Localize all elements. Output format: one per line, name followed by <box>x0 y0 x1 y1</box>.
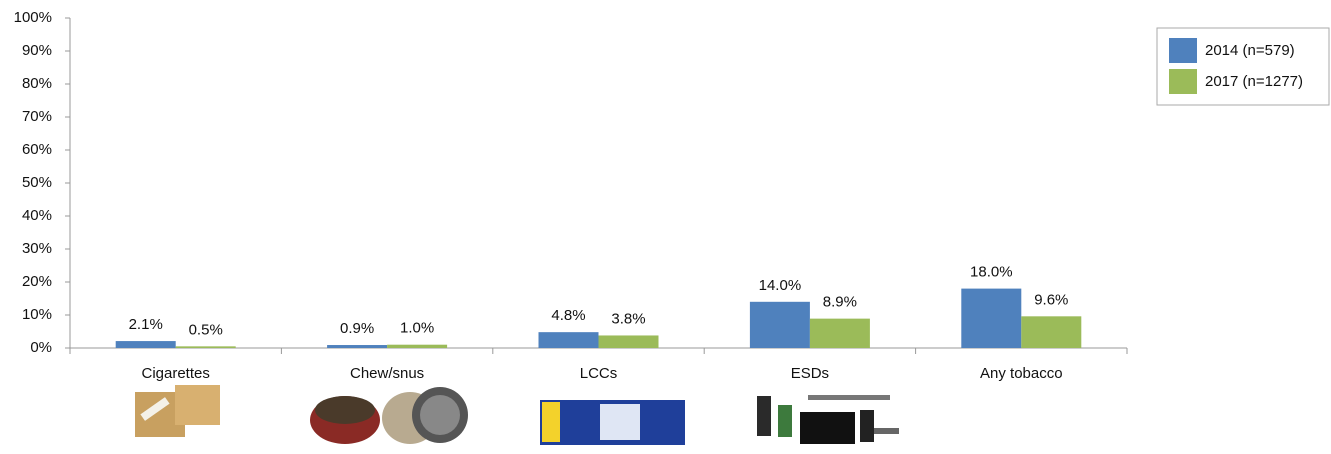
y-tick-label: 90% <box>22 42 52 59</box>
bar <box>598 335 659 348</box>
value-label: 14.0% <box>759 277 802 294</box>
y-tick-label: 70% <box>22 108 52 125</box>
icon <box>860 410 874 442</box>
icon <box>808 395 890 400</box>
value-label: 8.9% <box>823 294 857 311</box>
y-tick-label: 20% <box>22 273 52 290</box>
y-tick-label: 30% <box>22 240 52 257</box>
value-label: 2.1% <box>129 316 163 333</box>
value-label: 9.6% <box>1034 291 1068 308</box>
icon <box>140 397 170 421</box>
bar <box>538 332 599 348</box>
x-tick-label: Cigarettes <box>142 365 210 382</box>
icon <box>778 405 792 437</box>
bar <box>115 341 176 348</box>
y-tick-label: 50% <box>22 174 52 191</box>
bar <box>809 318 870 348</box>
y-tick-label: 40% <box>22 207 52 224</box>
bar <box>327 345 388 348</box>
icon <box>600 404 640 440</box>
y-tick-label: 10% <box>22 306 52 323</box>
value-label: 4.8% <box>551 307 585 324</box>
bar <box>387 344 448 348</box>
legend-label: 2014 (n=579) <box>1205 42 1295 59</box>
value-label: 1.0% <box>400 320 434 337</box>
y-tick-label: 60% <box>22 141 52 158</box>
icon <box>175 385 220 425</box>
bar <box>1021 316 1082 348</box>
value-label: 0.5% <box>189 321 223 338</box>
bar <box>749 301 810 348</box>
icon <box>542 402 560 442</box>
legend-label: 2017 (n=1277) <box>1205 73 1303 90</box>
icon <box>800 412 855 444</box>
x-tick-label: ESDs <box>791 365 829 382</box>
icon <box>874 428 899 434</box>
legend-swatch <box>1169 69 1197 94</box>
icon <box>757 396 771 436</box>
legend-swatch <box>1169 38 1197 63</box>
icon <box>315 396 375 424</box>
product-icons <box>135 385 899 445</box>
x-tick-label: Chew/snus <box>350 365 424 382</box>
x-tick-label: LCCs <box>580 365 618 382</box>
y-tick-label: 0% <box>30 339 52 356</box>
icon <box>420 395 460 435</box>
bar <box>175 346 236 348</box>
x-tick-label: Any tobacco <box>980 365 1063 382</box>
y-tick-label: 100% <box>14 9 52 26</box>
y-tick-label: 80% <box>22 75 52 92</box>
value-label: 18.0% <box>970 264 1013 281</box>
value-label: 3.8% <box>611 310 645 327</box>
value-label: 0.9% <box>340 320 374 337</box>
bar <box>961 288 1022 348</box>
